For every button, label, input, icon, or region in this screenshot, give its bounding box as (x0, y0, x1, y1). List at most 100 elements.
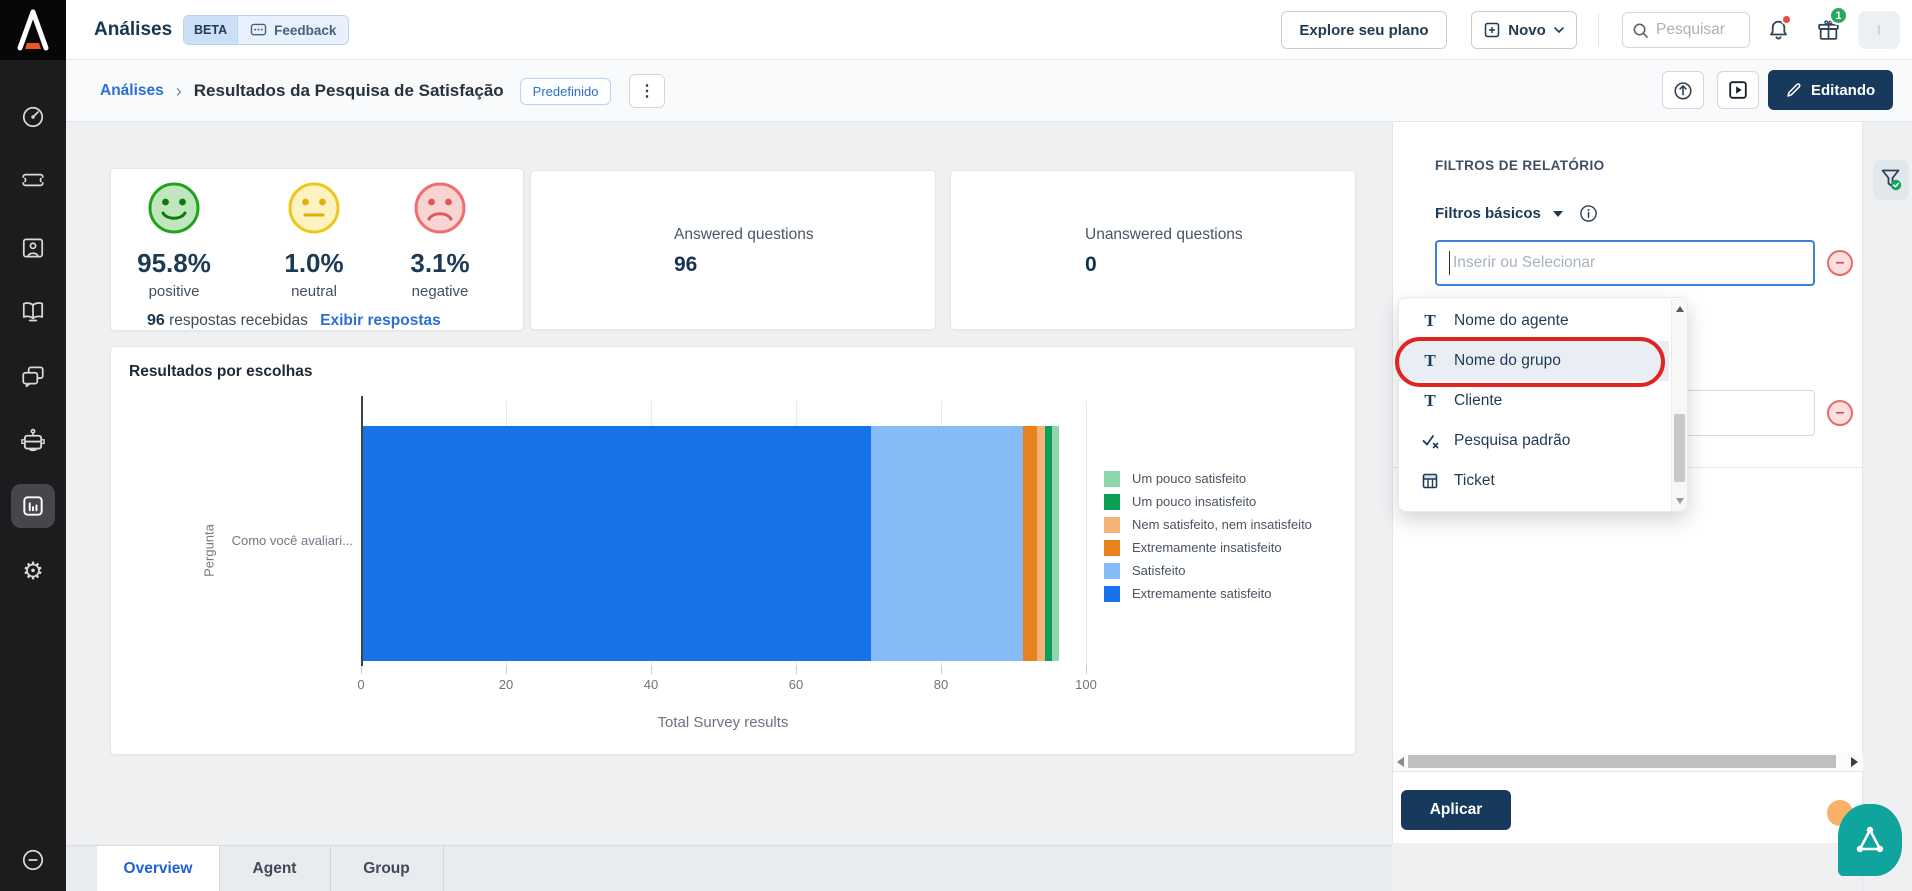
pencil-icon (1787, 83, 1801, 97)
beta-badge: BETA (184, 16, 238, 44)
filter-field-input[interactable]: Inserir ou Selecionar (1435, 240, 1815, 286)
help-icon[interactable] (11, 838, 55, 882)
tab-group[interactable]: Group (363, 860, 410, 877)
basic-filters-label[interactable]: Filtros básicos (1435, 205, 1541, 222)
answered-value: 96 (674, 253, 698, 276)
dropdown-item-pesquisa-padrão[interactable]: Pesquisa padrão (1399, 421, 1669, 461)
chart-title: Resultados por escolhas (129, 363, 313, 380)
legend-swatch (1104, 470, 1120, 487)
more-options-button[interactable]: ⋮ (629, 74, 666, 108)
positive-metric: 95.8% positive (119, 181, 229, 300)
dropdown-item-nome-do-agente[interactable]: T Nome do agente (1399, 301, 1669, 341)
editing-button[interactable]: Editando (1768, 70, 1894, 110)
tick-mark (506, 666, 507, 674)
search-input[interactable]: Pesquisar (1622, 12, 1750, 48)
category-label: Como você avaliari... (231, 533, 353, 548)
report-title: Resultados da Pesquisa de Satisfação (193, 81, 504, 100)
tick-mark (796, 666, 797, 674)
answered-label: Answered questions (674, 226, 814, 243)
play-icon (1729, 81, 1747, 99)
new-button[interactable]: Novo (1471, 11, 1577, 49)
triangle-network-icon (1856, 826, 1884, 853)
speech-bubble-icon (250, 23, 267, 35)
apply-button[interactable]: Aplicar (1401, 790, 1511, 830)
breadcrumb-root-link[interactable]: Análises (100, 82, 164, 99)
unanswered-questions-card: Unanswered questions 0 (950, 170, 1356, 330)
dropdown-item-label: Nome do grupo (1454, 352, 1561, 369)
basic-filters-section: Filtros básicos (1435, 204, 1598, 223)
left-sidebar: ⚙ (0, 60, 66, 891)
bot-icon[interactable] (11, 419, 55, 463)
brand-logo[interactable] (0, 0, 66, 60)
gridline (1086, 401, 1087, 666)
analytics-icon[interactable] (11, 484, 55, 528)
predefined-badge: Predefinido (519, 77, 612, 105)
horizontal-scroll-thumb[interactable] (1408, 755, 1836, 768)
knowledge-base-icon[interactable] (11, 289, 55, 333)
scroll-up-arrow-icon[interactable] (1676, 306, 1684, 312)
chats-icon[interactable] (11, 354, 55, 398)
play-button[interactable] (1717, 71, 1759, 109)
legend-swatch (1104, 562, 1120, 579)
share-up-icon (1674, 82, 1692, 100)
negative-metric: 3.1% negative (385, 181, 495, 300)
ticket-icon[interactable] (11, 158, 55, 202)
neutral-face-icon (288, 182, 340, 234)
settings-icon[interactable]: ⚙ (22, 557, 44, 585)
tab-overview[interactable]: Overview (97, 846, 219, 891)
info-icon[interactable] (1579, 204, 1598, 223)
feedback-label: Feedback (274, 22, 337, 38)
notifications-button[interactable] (1762, 14, 1794, 46)
scroll-right-arrow-icon[interactable] (1851, 757, 1858, 767)
dropdown-item-nome-do-grupo[interactable]: T Nome do grupo (1399, 341, 1669, 381)
legend-item: Um pouco insatisfeito (1104, 490, 1312, 513)
dropdown-scroll-thumb[interactable] (1674, 414, 1685, 482)
legend-item: Satisfeito (1104, 559, 1312, 582)
main-content: 95.8% positive 1.0% neutral 3.1% (66, 122, 1392, 891)
unanswered-label: Unanswered questions (1085, 226, 1243, 243)
sad-face-icon (414, 182, 466, 234)
right-edge-strip (1862, 122, 1912, 891)
legend-swatch (1104, 516, 1120, 533)
breadcrumb: Análises › Resultados da Pesquisa de Sat… (100, 60, 666, 122)
remove-filter-button-2[interactable]: – (1827, 400, 1853, 426)
feedback-button[interactable]: Feedback (237, 16, 349, 44)
whats-new-button[interactable]: 1 (1812, 6, 1848, 46)
dropdown-scrollbar[interactable] (1671, 299, 1687, 511)
dashboard-icon[interactable] (11, 95, 55, 139)
search-icon (1633, 23, 1648, 38)
show-responses-link[interactable]: Exibir respostas (320, 312, 441, 329)
legend-swatch (1104, 493, 1120, 510)
tab-separator (219, 846, 220, 891)
contacts-icon[interactable] (11, 226, 55, 270)
export-button[interactable] (1662, 71, 1704, 109)
negative-value: 3.1% (410, 248, 470, 278)
section-caret-icon[interactable] (1552, 210, 1563, 217)
chat-widget (1827, 798, 1907, 882)
dropdown-item-ticket[interactable]: Ticket (1399, 461, 1669, 501)
tab-agent[interactable]: Agent (252, 860, 297, 877)
neutral-metric: 1.0% neutral (259, 181, 369, 300)
scroll-left-arrow-icon[interactable] (1397, 757, 1404, 767)
filters-panel: FILTROS DE RELATÓRIO Filtros básicos Ins… (1392, 122, 1863, 843)
filters-toggle-button[interactable] (1873, 160, 1909, 200)
chat-launcher-button[interactable] (1838, 804, 1902, 876)
dropdown-item-cliente[interactable]: T Cliente (1399, 381, 1669, 421)
filters-panel-title: FILTROS DE RELATÓRIO (1435, 158, 1605, 173)
positive-label: positive (148, 283, 200, 300)
scroll-down-arrow-icon[interactable] (1676, 498, 1684, 504)
panel-horizontal-scrollbar[interactable] (1393, 753, 1863, 771)
table-icon (1421, 473, 1439, 489)
header-divider (1598, 14, 1599, 46)
explore-plan-button[interactable]: Explore seu plano (1281, 11, 1447, 49)
stacked-bar (363, 426, 1059, 661)
remove-filter-button[interactable]: – (1827, 250, 1853, 276)
brand-a-icon (17, 9, 49, 51)
bar-segment (1037, 426, 1045, 661)
legend-label: Nem satisfeito, nem insatisfeito (1132, 517, 1312, 532)
dropdown-item-label: Pesquisa padrão (1454, 432, 1571, 449)
tick-label: 40 (643, 677, 659, 692)
beta-feedback-group: BETA Feedback (183, 15, 350, 45)
user-avatar[interactable]: I (1858, 11, 1900, 49)
negative-label: negative (411, 283, 469, 300)
